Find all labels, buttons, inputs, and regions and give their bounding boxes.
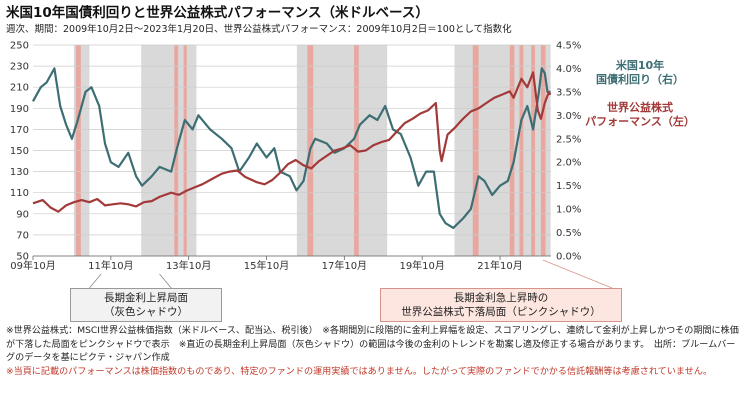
- left-tick-label-10: 250: [10, 41, 29, 52]
- left-tick-label-5: 150: [10, 146, 29, 157]
- right-tick-label-1: 0.5%: [556, 228, 581, 239]
- x-tick-label-6: 21年10月: [477, 259, 522, 272]
- series-label-1-line-1: パフォーマンス（左）: [585, 114, 695, 128]
- chart-area: 50 70 90 110 130 150 170 190 210 230 250 0.0% 0.5% 1.…: [10, 41, 695, 289]
- series-line-1: [32, 71, 552, 213]
- right-tick-label-3: 1.5%: [556, 181, 581, 192]
- left-tick-label-7: 190: [10, 104, 29, 115]
- left-tick-label-9: 230: [10, 62, 29, 73]
- right-tick-label-5: 2.5%: [556, 134, 581, 145]
- series-line-0: [32, 67, 551, 229]
- left-tick-label-3: 110: [10, 188, 29, 199]
- x-tick-label-1: 11年10月: [88, 259, 133, 272]
- footnote-main: ※世界公益株式：MSCI世界公益株価指数（米ドルベース、配当込、税引後） ※各期…: [6, 326, 739, 363]
- pink-shadow-label-text: 長期金利急上昇時の 世界公益株式下落局面（ピンクシャドウ）: [401, 292, 601, 318]
- left-tick-label-0: 50: [16, 252, 29, 263]
- x-tick-label-2: 13年10月: [166, 259, 211, 272]
- right-tick-label-4: 2.0%: [556, 158, 581, 169]
- right-tick-label-2: 1.0%: [556, 205, 581, 216]
- right-tick-label-6: 3.0%: [556, 111, 581, 122]
- left-tick-label-1: 70: [16, 230, 29, 241]
- footnote-warning: ※当頁に記載のパフォーマンスは株価指数のものであり、特定のファンドの運用実績では…: [6, 366, 712, 377]
- left-tick-label-4: 130: [10, 167, 29, 178]
- right-tick-label-7: 3.5%: [556, 87, 581, 98]
- left-tick-label-8: 210: [10, 83, 29, 94]
- x-tick-label-5: 19年10月: [399, 259, 444, 272]
- chart-title: 米国10年国債利回りと世界公益株式パフォーマンス（米ドルベース）: [6, 5, 429, 21]
- series-label-1-line-0: 世界公益株式: [607, 100, 673, 114]
- gray-label-connector-1: [159, 273, 172, 289]
- series-label-0-line-1: 国債利回り（右）: [596, 72, 684, 86]
- footnotes: ※世界公益株式：MSCI世界公益株価指数（米ドルベース、配当込、税引後） ※各期…: [6, 325, 741, 379]
- x-tick-label-4: 17年10月: [322, 259, 367, 272]
- right-tick-label-0: 0.0%: [556, 252, 581, 263]
- pink-label-connector: [542, 259, 613, 289]
- gray-shadow-label: 長期金利上昇局面 （灰色シャドウ）: [70, 288, 222, 322]
- chart-subtitle: 週次、期間：2009年10月2日～2023年1月20日、世界公益株式パフォーマン…: [6, 24, 512, 35]
- x-tick-label-3: 15年10月: [244, 259, 289, 272]
- pink-shadow-label: 長期金利急上昇時の 世界公益株式下落局面（ピンクシャドウ）: [380, 288, 622, 322]
- gray-label-connector-0: [89, 273, 102, 289]
- left-tick-label-6: 170: [10, 125, 29, 136]
- right-tick-label-9: 4.5%: [556, 41, 581, 52]
- gray-shadow-label-text: 長期金利上昇局面 （灰色シャドウ）: [104, 292, 188, 318]
- x-tick-label-0: 09年10月: [10, 259, 55, 272]
- series-label-0-line-0: 米国10年: [615, 58, 664, 72]
- right-tick-label-8: 4.0%: [556, 64, 581, 75]
- left-tick-label-2: 90: [16, 209, 29, 220]
